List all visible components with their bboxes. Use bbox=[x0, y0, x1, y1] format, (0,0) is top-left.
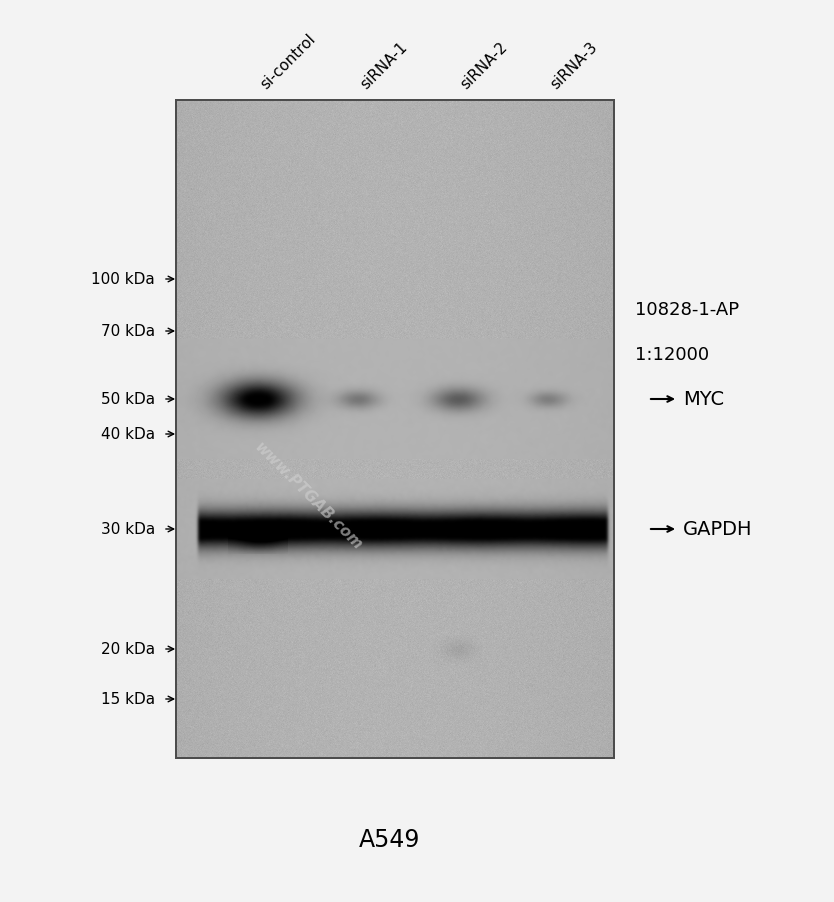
Text: GAPDH: GAPDH bbox=[683, 520, 752, 538]
Text: 10828-1-AP: 10828-1-AP bbox=[635, 300, 739, 318]
Text: 20 kDa: 20 kDa bbox=[101, 642, 155, 657]
Text: si-control: si-control bbox=[258, 32, 319, 92]
Text: A549: A549 bbox=[359, 827, 420, 851]
Text: 30 kDa: 30 kDa bbox=[101, 522, 155, 537]
Text: 100 kDa: 100 kDa bbox=[91, 272, 155, 287]
Text: siRNA-2: siRNA-2 bbox=[458, 40, 510, 92]
Text: 70 kDa: 70 kDa bbox=[101, 324, 155, 339]
Text: siRNA-1: siRNA-1 bbox=[358, 40, 410, 92]
Text: MYC: MYC bbox=[683, 390, 724, 409]
Text: www.PTGAB.com: www.PTGAB.com bbox=[252, 439, 365, 553]
Text: siRNA-3: siRNA-3 bbox=[548, 40, 600, 92]
Text: 40 kDa: 40 kDa bbox=[101, 427, 155, 442]
Text: 50 kDa: 50 kDa bbox=[101, 392, 155, 407]
Text: 15 kDa: 15 kDa bbox=[101, 692, 155, 706]
Text: 1:12000: 1:12000 bbox=[635, 345, 709, 364]
